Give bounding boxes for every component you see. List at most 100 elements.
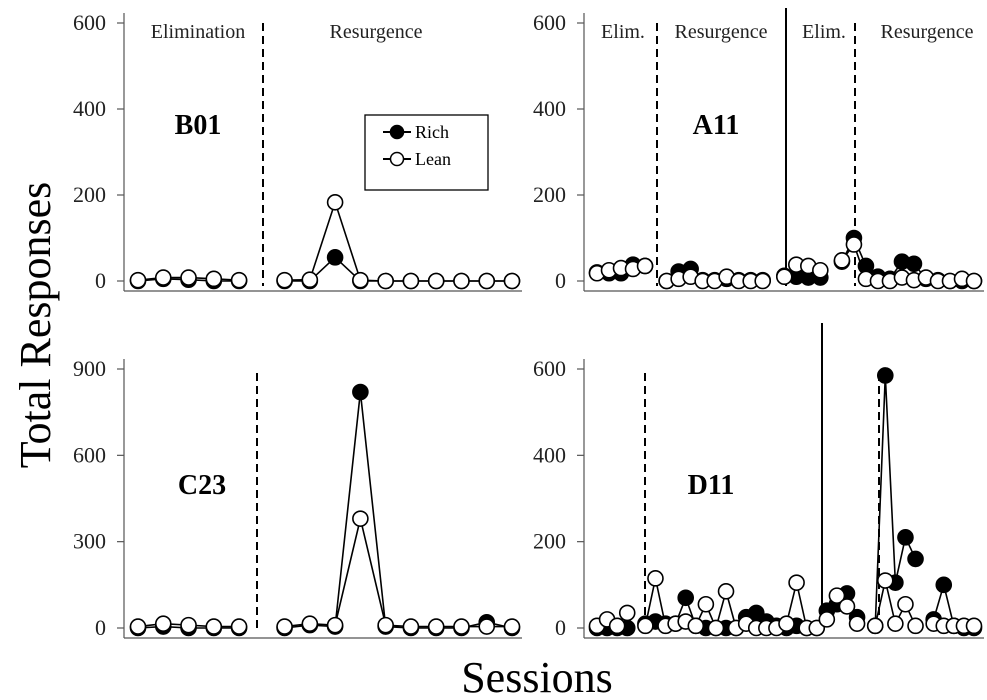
data-point-lean	[618, 604, 636, 622]
data-point-lean	[637, 617, 654, 635]
legend-rich-label: Rich	[415, 122, 449, 142]
data-point-rich	[352, 383, 369, 401]
data-point-lean	[276, 271, 293, 289]
y-tick-label: 600	[73, 10, 106, 35]
y-tick-label: 200	[73, 182, 106, 207]
data-point-lean	[276, 618, 293, 635]
data-point-lean	[707, 619, 725, 637]
y-tick-label: 400	[533, 96, 566, 121]
data-point-lean	[897, 595, 914, 613]
data-point-lean	[866, 617, 884, 635]
data-point-lean	[326, 616, 344, 634]
data-point-rich	[876, 367, 894, 384]
data-point-lean	[230, 271, 248, 289]
data-point-rich	[905, 255, 923, 273]
y-axis-title: Total Responses	[11, 182, 60, 469]
data-point-lean	[647, 570, 664, 587]
data-point-lean	[818, 611, 836, 628]
data-point-lean	[965, 617, 983, 635]
y-tick-label: 600	[533, 10, 566, 35]
phase-label: Resurgence	[675, 21, 768, 43]
data-point-lean	[129, 618, 147, 635]
data-point-lean	[352, 510, 369, 527]
data-point-rich	[677, 589, 695, 607]
data-point-lean	[697, 595, 715, 613]
data-point-lean	[876, 572, 894, 589]
panel-B01: 0 200 400 600 Elimination Resurgence B01	[73, 10, 522, 293]
y-tick-label: 400	[73, 96, 106, 121]
data-point-lean	[301, 271, 319, 289]
data-point-lean	[402, 618, 420, 635]
data-point-rich	[326, 249, 344, 266]
legend-box	[364, 114, 489, 191]
data-point-lean	[848, 615, 866, 632]
y-tick-label: 200	[533, 529, 566, 554]
data-point-lean	[503, 272, 521, 290]
data-point-lean	[845, 236, 863, 253]
data-point-lean	[154, 615, 172, 632]
series-line-rich	[284, 256, 512, 282]
series-line-lean	[284, 518, 512, 628]
data-point-lean	[352, 271, 369, 289]
data-point-lean	[838, 598, 856, 615]
phase-label: Elim.	[802, 21, 846, 43]
panel-C23: 0 300 600 900 C23	[73, 356, 522, 640]
data-point-lean	[503, 618, 521, 635]
y-tick-label: 0	[555, 268, 566, 293]
legend-lean-label: Lean	[415, 149, 451, 169]
data-point-lean	[833, 252, 851, 269]
panel-D11: 0 200 400 600 D11	[533, 323, 984, 640]
legend: Rich Lean	[364, 114, 489, 191]
data-point-rich	[935, 576, 953, 594]
y-tick-label: 0	[95, 615, 106, 640]
data-point-lean	[478, 272, 496, 290]
data-point-lean	[180, 269, 197, 286]
panel-A11: 0 200 400 600 Elim. Resurgence Elim. Resurgence…	[533, 8, 984, 293]
data-point-lean	[154, 269, 172, 286]
y-tick-label: 200	[533, 182, 566, 207]
data-point-lean	[812, 261, 829, 279]
data-point-lean	[754, 272, 771, 290]
subject-label: A11	[693, 110, 740, 141]
x-axis-title: Sessions	[461, 653, 613, 700]
data-point-lean	[478, 618, 496, 635]
data-point-rich	[897, 529, 914, 546]
data-point-lean	[180, 616, 197, 634]
data-point-lean	[778, 615, 795, 632]
data-point-lean	[301, 615, 319, 632]
y-tick-label: 0	[95, 268, 106, 293]
y-tick-label: 900	[73, 356, 106, 381]
data-point-lean	[636, 257, 654, 275]
phase-label: Elim.	[601, 21, 645, 43]
data-point-lean	[427, 272, 445, 290]
y-tick-label: 0	[555, 615, 566, 640]
subject-label: C23	[178, 470, 226, 501]
data-point-lean	[717, 583, 735, 600]
data-point-lean	[427, 618, 445, 635]
series-line-lean	[284, 199, 512, 282]
panels-group: 0 200 400 600 Elimination Resurgence B01 0 200 40…	[73, 8, 984, 640]
legend-rich-marker	[389, 124, 405, 140]
data-point-rich	[907, 550, 924, 568]
y-tick-label: 300	[73, 529, 106, 554]
phase-label: Elimination	[151, 21, 245, 43]
data-point-lean	[453, 272, 470, 290]
data-point-lean	[230, 618, 248, 635]
data-point-lean	[608, 617, 626, 635]
data-point-lean	[887, 615, 904, 632]
data-point-lean	[687, 617, 705, 635]
data-point-lean	[453, 618, 470, 635]
series-line-rich	[284, 391, 513, 629]
y-tick-label: 600	[73, 442, 106, 467]
y-tick-label: 400	[533, 442, 566, 467]
data-point-lean	[775, 268, 793, 286]
data-point-lean	[205, 618, 223, 635]
subject-label: B01	[175, 110, 222, 141]
data-point-lean	[828, 587, 846, 604]
data-point-lean	[402, 272, 420, 290]
data-point-lean	[965, 272, 983, 290]
data-point-lean	[788, 574, 805, 591]
subject-label: D11	[688, 470, 735, 501]
data-point-lean	[377, 272, 394, 290]
